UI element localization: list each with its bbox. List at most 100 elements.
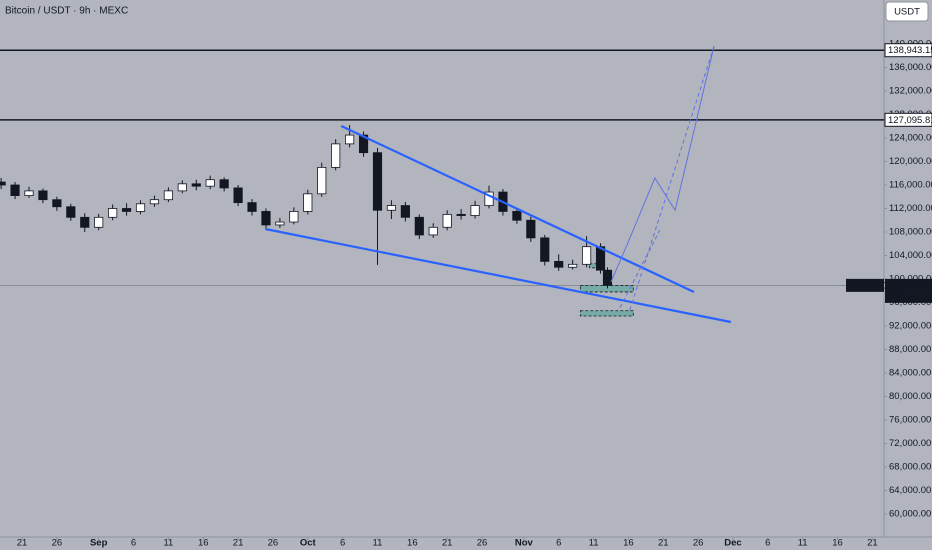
- x-tick-label: 26: [693, 538, 704, 549]
- candle-body: [554, 260, 564, 268]
- y-tick-label: 108,000.00: [889, 227, 932, 238]
- trendline: [265, 227, 732, 324]
- x-tick-label: 21: [233, 538, 244, 549]
- trendline: [340, 125, 695, 293]
- x-tick-label: 16: [832, 538, 843, 549]
- y-tick-label: 136,000.00: [889, 62, 932, 73]
- symbol-tag-label: BTCUSDT: [849, 280, 894, 291]
- projection-path: [610, 45, 715, 283]
- x-tick-label: 6: [556, 538, 561, 549]
- y-tick-label: 120,000.00: [889, 156, 932, 167]
- candle-body: [233, 187, 243, 204]
- countdown-label: 03:20:52: [888, 291, 925, 302]
- projection-dashed: [619, 230, 661, 309]
- y-tick-label: 104,000.00: [889, 250, 932, 261]
- candle-body: [331, 143, 341, 168]
- candle-body: [66, 206, 76, 218]
- x-tick-label: Oct: [300, 538, 317, 549]
- x-tick-label: 6: [765, 538, 770, 549]
- x-tick-label: 26: [52, 538, 63, 549]
- candle-body: [94, 216, 104, 228]
- candle-body: [345, 134, 355, 145]
- x-tick-label: 26: [268, 538, 279, 549]
- y-tick-label: 112,000.00: [889, 203, 932, 214]
- candle-body: [372, 152, 383, 211]
- x-tick-label: 21: [17, 538, 28, 549]
- candle-body: [108, 208, 118, 218]
- candle-body: [149, 199, 160, 205]
- candle-body: [386, 205, 397, 211]
- price-tag-label: 98,915.41: [888, 280, 930, 291]
- currency-label[interactable]: USDT: [894, 7, 920, 18]
- candle-body: [80, 216, 90, 228]
- y-tick-label: 92,000.00: [889, 321, 931, 332]
- candle-body: [135, 203, 146, 212]
- y-tick-label: 116,000.00: [889, 180, 932, 191]
- zone: [579, 285, 634, 293]
- x-tick-label: Sep: [90, 538, 108, 549]
- candle-body: [191, 183, 201, 187]
- x-tick-label: 6: [131, 538, 136, 549]
- price-tag: [885, 278, 932, 303]
- zone: [579, 310, 634, 317]
- candle-body: [484, 191, 494, 206]
- candle-body: [512, 211, 522, 221]
- y-tick-label: 60,000.00: [889, 509, 931, 520]
- candle-body: [358, 134, 369, 154]
- x-tick-label: Nov: [515, 538, 534, 549]
- level-tag: [884, 43, 932, 58]
- x-tick-label: 6: [340, 538, 345, 549]
- candle-body: [470, 205, 480, 216]
- candle-body: [261, 211, 271, 226]
- y-tick-label: 124,000.00: [889, 133, 932, 144]
- candle-body: [205, 179, 215, 187]
- candle-body: [177, 183, 187, 192]
- candle-body: [38, 190, 48, 201]
- candle-body: [582, 246, 592, 265]
- candle-body: [10, 184, 20, 196]
- candle-body: [414, 216, 424, 236]
- candle-body: [442, 213, 452, 228]
- candle-body: [317, 166, 327, 195]
- x-tick-label: 11: [589, 538, 599, 549]
- candle-body: [303, 193, 313, 212]
- x-tick-label: 11: [798, 538, 808, 549]
- y-tick-label: 64,000.00: [889, 485, 931, 496]
- candle-body: [121, 208, 132, 212]
- x-tick-label: 21: [658, 538, 669, 549]
- candle-body: [456, 213, 466, 216]
- level-tag-label: 127,095.81: [888, 115, 932, 126]
- currency-button[interactable]: [885, 1, 929, 22]
- x-tick-label: 16: [623, 538, 634, 549]
- x-tick-label: Dec: [724, 538, 741, 549]
- candle-body: [247, 202, 257, 212]
- y-tick-label: 80,000.00: [889, 391, 931, 402]
- candle-body: [275, 221, 285, 226]
- candle-body: [568, 263, 578, 268]
- y-tick-label: 68,000.00: [889, 462, 931, 473]
- candle-body: [526, 219, 536, 239]
- candle-body: [289, 211, 299, 223]
- candle-body: [52, 199, 62, 208]
- candle-body: [400, 205, 410, 218]
- x-tick-label: 16: [198, 538, 209, 549]
- x-tick-label: 21: [867, 538, 878, 549]
- candle-body: [602, 269, 613, 286]
- candle-body: [595, 246, 606, 271]
- candle-body: [163, 190, 173, 201]
- candle-body: [540, 237, 550, 262]
- x-tick-label: 26: [477, 538, 488, 549]
- level-tag-label: 138,943.15: [888, 45, 932, 56]
- candle-body: [24, 190, 34, 196]
- x-tick-label: 11: [163, 538, 173, 549]
- y-tick-label: 132,000.00: [889, 86, 932, 97]
- y-tick-label: 84,000.00: [889, 368, 931, 379]
- x-tick-label: 11: [373, 538, 383, 549]
- projection-dashed: [629, 45, 715, 311]
- symbol-title: Bitcoin / USDT · 9h · MEXC: [5, 6, 128, 17]
- candle-body: [0, 181, 6, 186]
- candle-body: [219, 179, 229, 189]
- x-tick-label: 21: [442, 538, 453, 549]
